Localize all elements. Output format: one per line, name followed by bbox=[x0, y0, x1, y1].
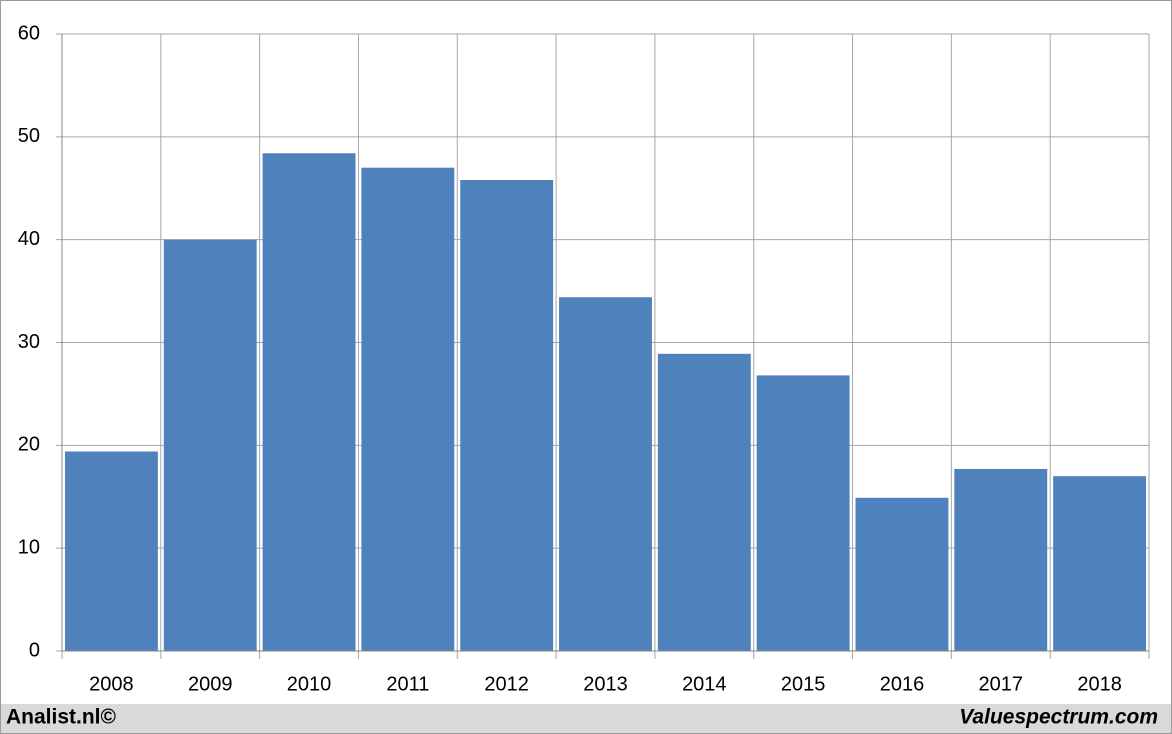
y-tick-label: 50 bbox=[18, 125, 40, 147]
bar bbox=[262, 153, 356, 651]
x-tick-label: 2008 bbox=[89, 673, 134, 695]
x-tick-label: 2016 bbox=[880, 673, 925, 695]
bar bbox=[163, 239, 257, 651]
y-tick-label: 20 bbox=[18, 434, 40, 456]
bar bbox=[460, 180, 554, 652]
y-tick-label: 40 bbox=[18, 228, 40, 250]
x-tick-label: 2009 bbox=[188, 673, 233, 695]
footer-right: Valuespectrum.com bbox=[959, 706, 1158, 729]
bar bbox=[64, 451, 158, 651]
x-tick-label: 2018 bbox=[1077, 673, 1122, 695]
bar bbox=[361, 167, 455, 651]
y-tick-label: 0 bbox=[29, 639, 40, 661]
bar bbox=[756, 375, 850, 651]
bar bbox=[657, 353, 751, 651]
x-tick-label: 2012 bbox=[484, 673, 529, 695]
footer-band bbox=[1, 704, 1171, 733]
x-tick-label: 2010 bbox=[287, 673, 332, 695]
y-tick-label: 60 bbox=[18, 22, 40, 44]
y-tick-label: 30 bbox=[18, 331, 40, 353]
bar bbox=[1053, 476, 1147, 651]
bar bbox=[855, 497, 949, 651]
bar bbox=[559, 297, 652, 651]
x-tick-label: 2015 bbox=[781, 673, 826, 695]
x-tick-label: 2017 bbox=[979, 673, 1024, 695]
y-tick-label: 10 bbox=[18, 536, 40, 558]
footer-left: Analist.nl© bbox=[6, 706, 117, 729]
x-tick-label: 2013 bbox=[583, 673, 628, 695]
x-tick-label: 2011 bbox=[386, 673, 429, 695]
bar bbox=[954, 468, 1048, 651]
x-tick-label: 2014 bbox=[682, 673, 727, 695]
